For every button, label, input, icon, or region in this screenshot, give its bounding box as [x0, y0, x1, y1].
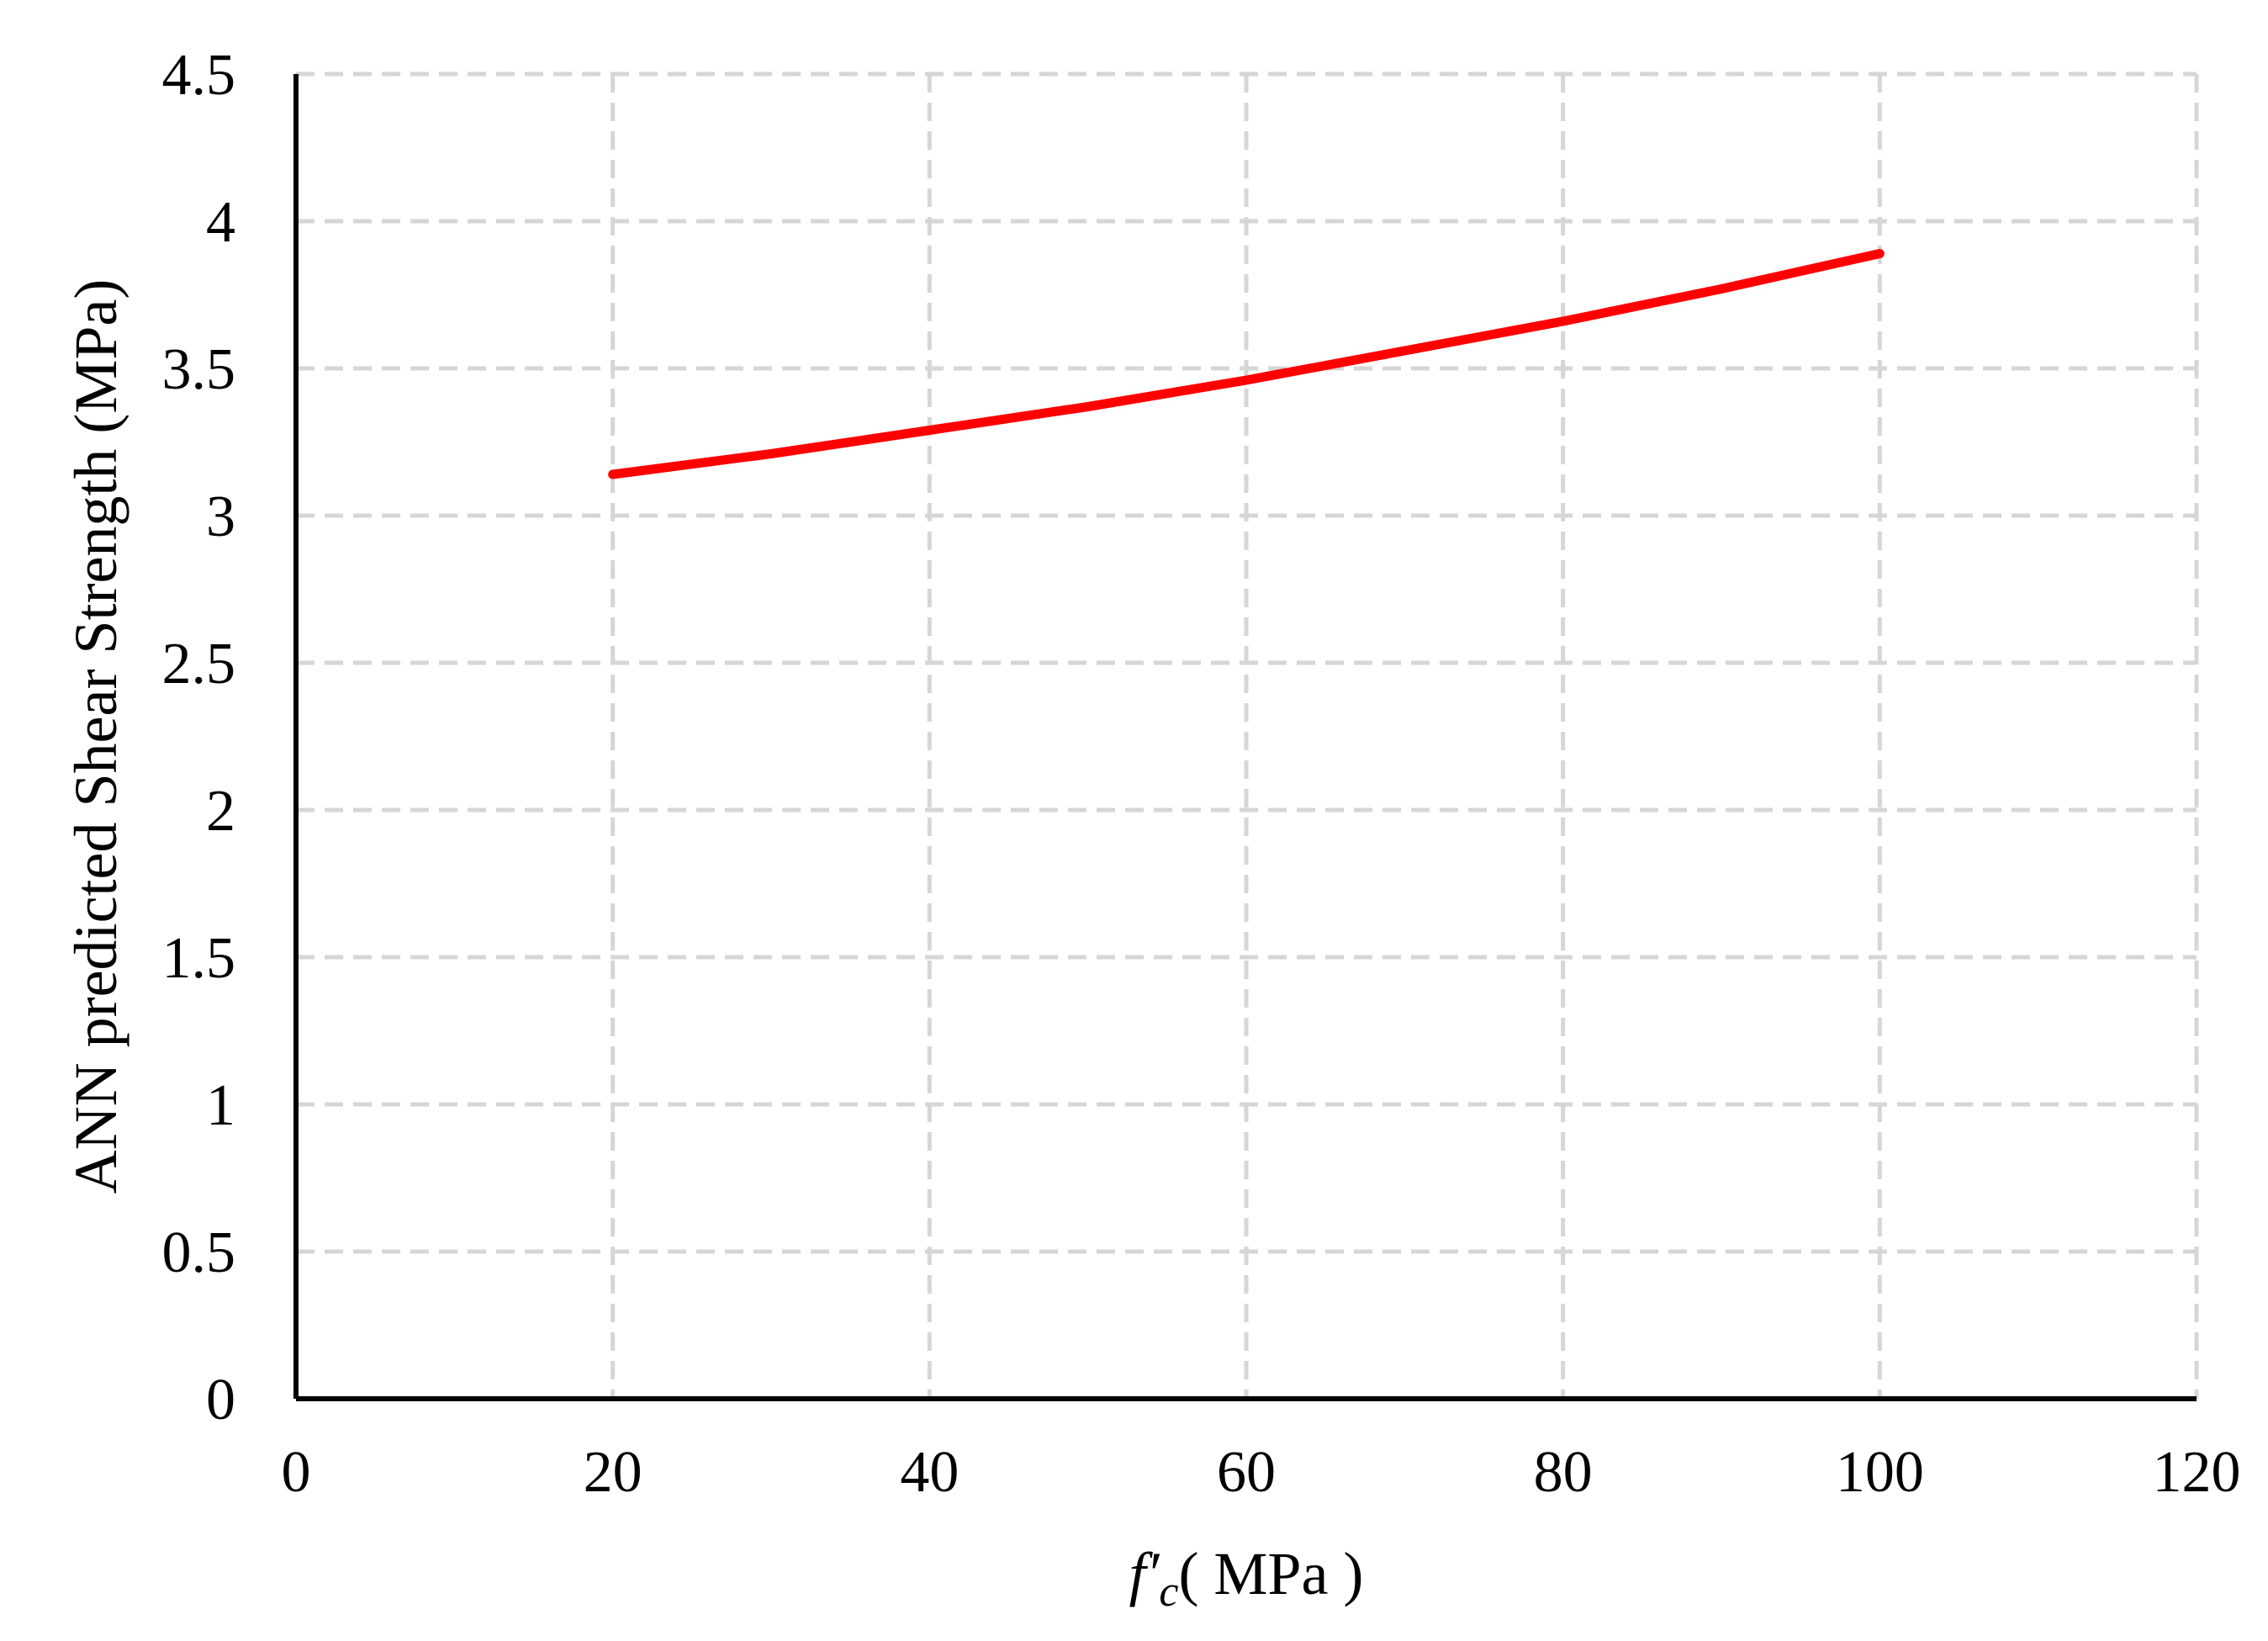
series-line-0: [608, 249, 1885, 479]
grid: [296, 71, 2199, 1399]
y-axis-title: ANN predicted Shear Strength (MPa): [62, 279, 130, 1194]
axes: [293, 74, 2197, 1401]
y-tick-label-1: 0.5: [162, 1220, 236, 1285]
x-axis-symbol: f′: [1129, 1540, 1160, 1607]
y-tick-label-9: 4.5: [162, 43, 236, 108]
y-tick-label-7: 3.5: [162, 337, 236, 402]
x-tick-label-0: 0: [282, 1440, 311, 1505]
series-layer: [608, 249, 1885, 479]
x-tick-label-4: 80: [1534, 1440, 1593, 1505]
x-tick-label-2: 40: [900, 1440, 959, 1505]
x-axis-unit: ( MPa ): [1178, 1540, 1363, 1607]
y-tick-label-6: 3: [206, 484, 235, 549]
y-tick-label-8: 4: [206, 190, 235, 255]
y-tick-label-0: 0: [206, 1368, 235, 1432]
x-tick-label-1: 20: [584, 1440, 642, 1505]
y-tick-label-2: 1: [206, 1073, 235, 1138]
x-tick-label-6: 120: [2153, 1440, 2241, 1505]
x-tick-labels: 0 20 40 60 80 100 120: [282, 1440, 2241, 1505]
x-tick-label-5: 100: [1836, 1440, 1924, 1505]
y-tick-label-5: 2.5: [162, 632, 236, 696]
x-axis-title: f′c( MPa ): [1129, 1540, 1364, 1616]
y-tick-labels: 0 0.5 1 1.5 2 2.5 3 3.5 4 4.5: [162, 43, 236, 1432]
y-tick-label-3: 1.5: [162, 926, 236, 991]
x-tick-label-3: 60: [1217, 1440, 1276, 1505]
y-tick-label-4: 2: [206, 779, 235, 844]
x-axis-subscript: c: [1159, 1568, 1178, 1616]
